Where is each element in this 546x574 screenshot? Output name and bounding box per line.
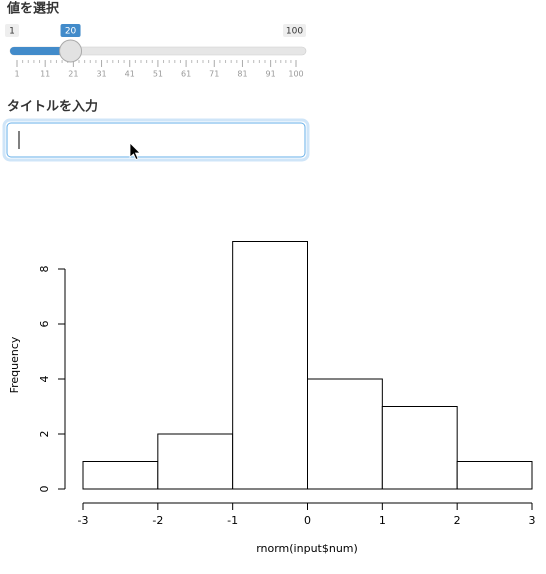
slider-tick-label: 81: [237, 70, 247, 79]
input-label: タイトルを入力: [7, 99, 98, 115]
bar: [381, 406, 458, 490]
x-tick-label: 2: [454, 514, 461, 527]
slider-min: 1: [9, 27, 15, 37]
slider-tick-label: 100: [288, 70, 303, 79]
slider-tick-label: 21: [68, 70, 78, 79]
bar: [456, 461, 533, 490]
slider-value: 20: [65, 27, 77, 37]
slider-tick-label: 41: [125, 70, 135, 79]
x-tick-label: 3: [529, 514, 536, 527]
slider-value-box: [60, 24, 81, 37]
slider-tick-label: 71: [209, 70, 219, 79]
slider-bar: [10, 47, 71, 55]
y-tick-label: 0: [38, 486, 51, 493]
slider-handle[interactable]: [59, 39, 83, 63]
slider-tick-label: 61: [181, 70, 191, 79]
x-axis-label: rnorm(input$num): [256, 542, 358, 555]
x-tick-label: -3: [78, 514, 89, 527]
slider-tick-label: 11: [40, 70, 50, 79]
y-tick-label: 2: [38, 431, 51, 438]
x-tick-label: -1: [227, 514, 238, 527]
bar: [82, 461, 159, 490]
x-tick-label: 0: [304, 514, 311, 527]
slider-tick-label: 91: [266, 70, 276, 79]
slider-max-box: [283, 24, 306, 37]
slider-tick-label: 31: [96, 70, 106, 79]
slider-max: 100: [286, 27, 303, 37]
slider-tick-label: 51: [153, 70, 163, 79]
text-input[interactable]: [6, 122, 306, 158]
y-tick-label: 4: [38, 376, 51, 383]
bar: [157, 433, 234, 490]
slider-min-box: [5, 24, 19, 37]
bar: [307, 378, 383, 490]
x-tick-label: -2: [152, 514, 163, 527]
slider-tick-label: 1: [14, 70, 19, 79]
bar: [232, 241, 309, 490]
x-tick-label: 1: [379, 514, 386, 527]
input-glow: [2, 118, 310, 162]
y-tick-label: 8: [38, 266, 51, 273]
slider-label: 値を選択: [6, 1, 60, 17]
y-axis-label: Frequency: [8, 336, 21, 393]
mouse-pointer: [129, 142, 141, 161]
y-tick-label: 6: [38, 321, 51, 328]
